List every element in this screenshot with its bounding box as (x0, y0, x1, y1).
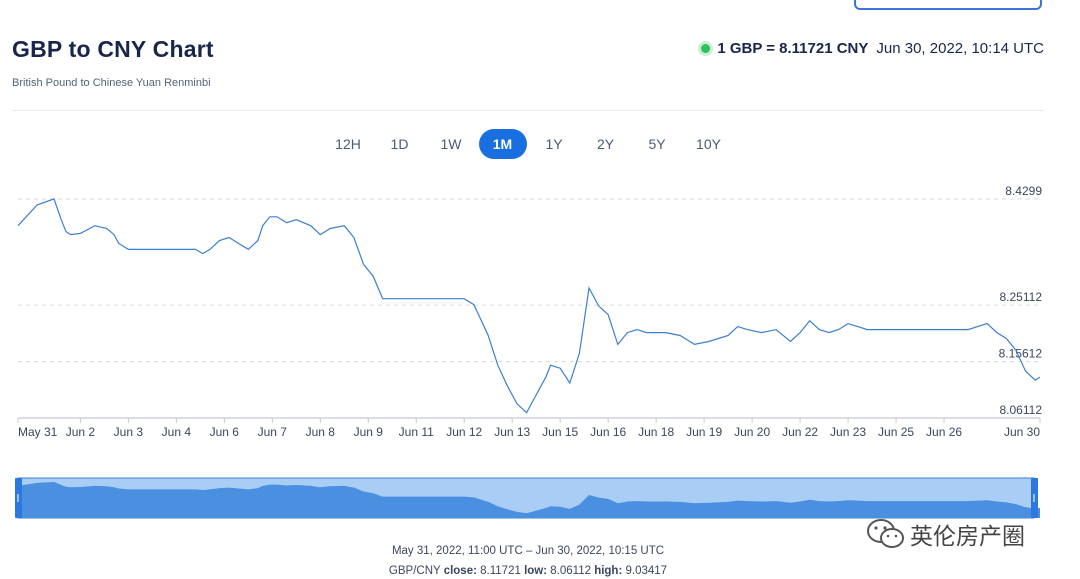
x-tick-label: Jun 18 (638, 425, 674, 439)
range-navigator (15, 477, 1040, 519)
x-tick-label: Jun 9 (354, 425, 384, 439)
x-tick-label: Jun 12 (446, 425, 482, 439)
x-tick-label: Jun 20 (734, 425, 770, 439)
y-tick-label: 8.15612 (999, 347, 1043, 361)
tab-10y[interactable]: 10Y (696, 136, 721, 152)
x-tick-label: Jun 26 (926, 425, 962, 439)
x-tick-label: Jun 19 (686, 425, 722, 439)
series-line-gbp-cny (17, 198, 1041, 414)
header-divider (12, 110, 1044, 111)
footer-close-label: close: (443, 565, 477, 577)
page-title: GBP to CNY Chart (12, 36, 214, 62)
x-tick-label: Jun 23 (830, 425, 866, 439)
tab-1y[interactable]: 1Y (545, 136, 563, 152)
watermark: 英伦房产圈 (866, 517, 1025, 551)
tab-1d[interactable]: 1D (390, 136, 409, 152)
x-axis-tick-labels: May 31 Jun 2 Jun 3 Jun 4 Jun 6 Jun 7 Jun 8 Jun … (17, 418, 1041, 439)
footer-stats: GBP/CNY close: 8.11721 low: 8.06112 high… (0, 565, 1056, 577)
tab-1w[interactable]: 1W (440, 136, 462, 152)
x-tick-label: Jun 30 (1004, 425, 1040, 439)
live-rate: 1 GBP = 8.11721 CNY Jun 30, 2022, 10:14 … (701, 40, 1044, 57)
page-subtitle: British Pound to Chinese Yuan Renminbi (12, 77, 211, 89)
x-tick-label: Jun 7 (258, 425, 288, 439)
watermark-text: 英伦房产圈 (910, 524, 1025, 550)
x-tick-label: Jun 22 (782, 425, 818, 439)
tab-5y[interactable]: 5Y (648, 136, 666, 152)
footer-low-value: 8.06112 (550, 565, 591, 577)
x-tick-label: Jun 11 (399, 425, 434, 439)
x-tick-label: Jun 3 (114, 425, 144, 439)
y-tick-label: 8.25112 (1000, 290, 1043, 304)
tab-12h[interactable]: 12H (335, 136, 361, 152)
rate-chart[interactable]: 8.4299 8.25112 8.15612 8.06112 May 31 Jun 2 J… (0, 180, 1080, 525)
footer-low-label: low: (524, 565, 548, 577)
x-tick-label: Jun 13 (494, 425, 530, 439)
y-tick-label: 8.06112 (1000, 403, 1043, 417)
y-tick-label: 8.4299 (1005, 184, 1042, 198)
footer-close-value: 8.11721 (480, 565, 521, 577)
tab-2y[interactable]: 2Y (596, 136, 615, 152)
x-tick-label: Jun 8 (306, 425, 336, 439)
tab-1m[interactable]: 1M (478, 129, 527, 159)
footer-high-value: 9.03417 (625, 565, 668, 577)
live-status-dot-icon (701, 44, 711, 53)
navigator-area (18, 482, 1040, 518)
chart-gridlines (18, 198, 1040, 419)
footer-date-range: May 31, 2022, 11:00 UTC – Jun 30, 2022, … (391, 545, 665, 557)
wechat-icon (867, 519, 904, 548)
rate-value: 1 GBP = 8.11721 CNY (717, 40, 869, 57)
x-tick-label: Jun 2 (66, 425, 96, 439)
x-tick-label: Jun 16 (590, 425, 626, 439)
x-tick-label: Jun 15 (542, 425, 578, 439)
x-tick-label: May 31 (18, 425, 58, 439)
x-tick-label: Jun 4 (162, 425, 192, 439)
rate-timestamp: Jun 30, 2022, 10:14 UTC (876, 40, 1044, 57)
x-tick-label: Jun 6 (210, 425, 240, 439)
range-tabs: 12H 1D 1W 1M 1Y 2Y 5Y 10Y (324, 129, 736, 159)
converter-box-edge (854, 0, 1042, 10)
footer-pair: GBP/CNY (388, 565, 441, 577)
x-tick-label: Jun 25 (878, 425, 914, 439)
y-axis-tick-labels: 8.4299 8.25112 8.15612 8.06112 (999, 184, 1043, 417)
footer-high-label: high: (594, 565, 623, 577)
